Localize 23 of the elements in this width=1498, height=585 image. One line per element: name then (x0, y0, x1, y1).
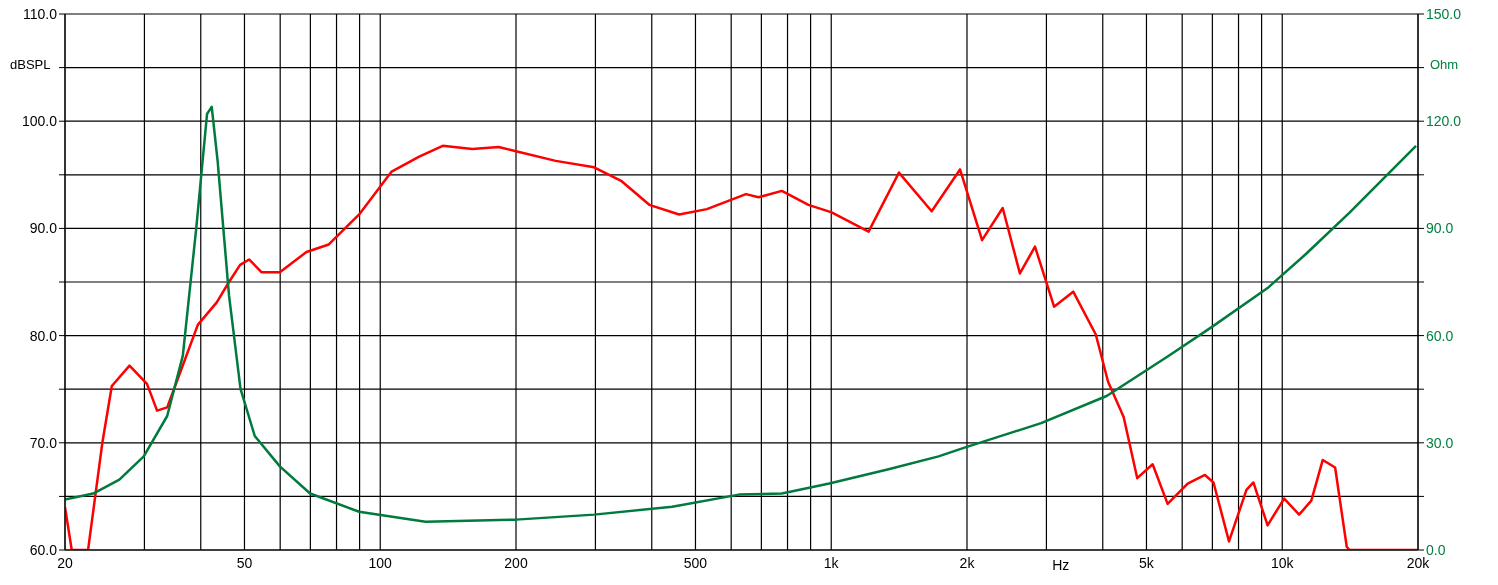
x-tick-label: 1k (823, 554, 840, 571)
y-tick-label: 110.0 (23, 5, 58, 22)
x-tick-label: 500 (683, 554, 708, 571)
y2-tick-label: 150.0 (1426, 5, 1462, 22)
y-axis-title: dBSPL (10, 57, 51, 72)
y2-axis-title: Ohm (1430, 57, 1459, 72)
x-tick-label: 200 (504, 554, 528, 571)
x-tick-label: 100 (368, 554, 393, 571)
y-tick-label: 90.0 (29, 220, 58, 237)
x-tick-label: 20 (57, 554, 73, 571)
y-tick-label: 60.0 (29, 541, 58, 558)
x-tick-label: 5k (1139, 554, 1155, 571)
x-tick-label: 50 (236, 554, 253, 571)
y2-tick-label: 90.0 (1426, 220, 1454, 237)
y-tick-label: 80.0 (29, 327, 58, 344)
x-tick-label: 2k (959, 554, 976, 571)
x-axis-title: Hz (1052, 557, 1070, 573)
y2-tick-label: 120.0 (1426, 113, 1462, 130)
y2-tick-label: 60.0 (1426, 327, 1454, 344)
y2-tick-label: 30.0 (1426, 434, 1454, 451)
y-tick-label: 100.0 (21, 113, 58, 130)
x-tick-label: 10k (1270, 554, 1295, 571)
y-tick-label: 70.0 (29, 434, 58, 451)
